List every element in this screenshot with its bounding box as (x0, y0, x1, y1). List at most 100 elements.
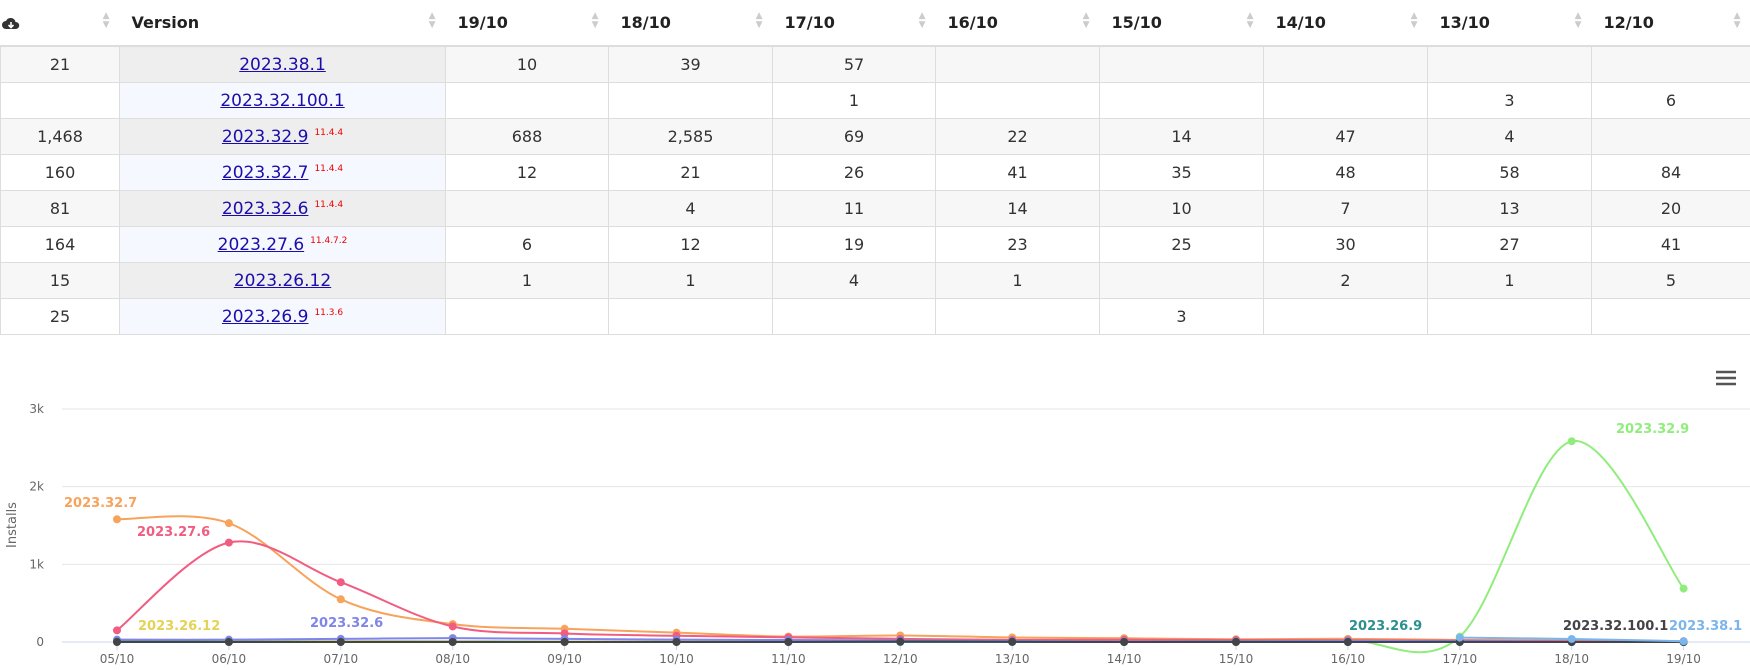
x-tick-label: 09/10 (547, 652, 582, 666)
column-header: 19/10 ▲ ▼ (445, 0, 609, 47)
x-tick-label: 08/10 (435, 652, 470, 666)
count: 12 (680, 235, 701, 254)
count-cell (1099, 262, 1264, 299)
data-point (336, 595, 345, 604)
count: 84 (1660, 163, 1682, 182)
data-point (560, 638, 569, 646)
sort-arrows: ▲ ▼ (1082, 11, 1090, 30)
table-row: 164 2023.27.6 11.4.7.2 6 12 19 23 25 30 27 41 (0, 226, 1750, 263)
version-link[interactable]: 2023.32.9 (221, 126, 309, 147)
count: 47 (1335, 127, 1356, 146)
column-header: 18/10 ▲ ▼ (608, 0, 773, 47)
count-cell (935, 45, 1100, 83)
count-cell: 1 (445, 262, 609, 299)
header-row: ▲ ▼ Version ▲ ▼ 19/10 ▲ ▼ 18/10 ▲ ▼ 17/10 ▲ ▼ 16/10 ▲ ▼ 1… (0, 0, 1750, 47)
os-version: 11.4.4 (314, 164, 344, 175)
x-tick-label: 06/10 (212, 652, 247, 666)
count-cell (1099, 45, 1264, 83)
header-text: 16/10 (947, 13, 998, 32)
total-cell: 15 (0, 262, 120, 299)
version-link[interactable]: 2023.26.12 (233, 270, 332, 291)
count-cell (1591, 298, 1750, 335)
column-header: 17/10 ▲ ▼ (772, 0, 936, 47)
count: 12 (516, 163, 538, 182)
count-cell: 4 (1427, 118, 1592, 155)
version-link[interactable]: 2023.27.6 (217, 234, 305, 255)
count-cell: 13 (1427, 190, 1592, 227)
version-cell: 2023.27.6 11.4.7.2 (119, 226, 446, 263)
data-point (336, 578, 345, 587)
count-cell: 25 (1099, 226, 1264, 263)
version-link[interactable]: 2023.26.9 (221, 306, 309, 327)
sort-arrows: ▲ ▼ (918, 11, 926, 30)
count-cell (608, 298, 773, 335)
data-point (224, 638, 233, 646)
version-cell: 2023.32.6 11.4.4 (119, 190, 446, 227)
count-cell: 1 (608, 262, 773, 299)
data-point (1567, 634, 1576, 643)
count: 23 (1007, 235, 1028, 254)
count-cell: 23 (935, 226, 1100, 263)
sort-arrows: ▲ ▼ (755, 11, 763, 30)
series-label: 2023.32.7 (64, 496, 137, 511)
count: 7 (1340, 199, 1351, 218)
count: 6 (1665, 91, 1677, 110)
y-axis-title: Installs (5, 502, 20, 548)
data-point (784, 638, 793, 646)
count: 21 (680, 163, 701, 182)
x-tick-label: 19/10 (1666, 652, 1701, 666)
data-point (1679, 637, 1688, 646)
data-point (113, 638, 121, 646)
total-cell: 21 (0, 45, 120, 83)
version-link[interactable]: 2023.38.1 (239, 54, 326, 75)
version-link[interactable]: 2023.32.7 (221, 162, 309, 183)
total: 15 (49, 271, 71, 290)
series-label: 2023.32.100.1 (1563, 619, 1668, 634)
count-cell: 84 (1591, 154, 1750, 191)
total: 25 (49, 307, 71, 326)
version-cell: 2023.32.7 11.4.4 (119, 154, 446, 191)
x-tick-label: 12/10 (883, 652, 918, 666)
count: 10 (516, 55, 538, 74)
data-point (1343, 638, 1352, 646)
count: 14 (1171, 127, 1192, 146)
count-cell (1427, 298, 1592, 335)
count-cell: 69 (772, 118, 936, 155)
sort-arrows: ▲ ▼ (1574, 11, 1582, 30)
total-cell (0, 82, 120, 119)
data-point (113, 626, 121, 635)
count-cell: 30 (1263, 226, 1428, 263)
count: 41 (1660, 235, 1682, 254)
version-link[interactable]: 2023.32.100.1 (220, 90, 345, 111)
count: 4 (1504, 127, 1515, 146)
x-tick-label: 15/10 (1219, 652, 1254, 666)
count: 57 (843, 55, 865, 74)
column-header: 13/10 ▲ ▼ (1427, 0, 1592, 47)
count: 19 (843, 235, 865, 254)
x-tick-label: 05/10 (100, 652, 135, 666)
os-version: 11.4.4 (314, 200, 344, 211)
total: 21 (49, 55, 71, 74)
versions-table: ▲ ▼ Version ▲ ▼ 19/10 ▲ ▼ 18/10 ▲ ▼ 17/10 ▲ ▼ 16/10 ▲ ▼ 1… (0, 0, 1750, 335)
count: 4 (685, 199, 696, 218)
count-cell: 6 (445, 226, 609, 263)
header-text: 14/10 (1275, 13, 1326, 32)
chart: Installs 0 1k 2k 3k 05/10 06/10 07/10 08/10 09/1… (5, 370, 1750, 666)
download-icon[interactable]: ▲ ▼ (0, 0, 120, 47)
version-link[interactable]: 2023.32.6 (221, 198, 309, 219)
x-tick-label: 17/10 (1443, 652, 1478, 666)
data-point (448, 638, 457, 646)
total: 1,468 (37, 127, 83, 146)
os-version: 11.4.7.2 (310, 236, 348, 247)
cloud-icon (1, 17, 19, 29)
data-point (896, 637, 905, 646)
total-cell: 81 (0, 190, 120, 227)
count: 41 (1007, 163, 1028, 182)
table-row: 2023.32.100.1 1 3 6 (0, 82, 1750, 119)
column-header: 14/10 ▲ ▼ (1263, 0, 1428, 47)
count-cell: 688 (445, 118, 609, 155)
menu-icon[interactable] (1716, 370, 1736, 386)
count: 3 (1504, 91, 1515, 110)
y-tick-label: 3k (29, 402, 44, 416)
